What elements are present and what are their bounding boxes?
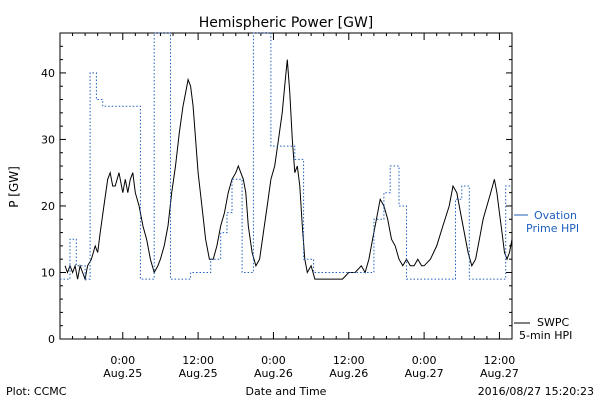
- chart-title: Hemispheric Power [GW]: [199, 15, 374, 31]
- ovation-prime-line: [60, 32, 512, 280]
- x-tick-label-time: 12:00: [182, 354, 214, 367]
- legend-ovation-line2: Prime HPI: [526, 222, 579, 235]
- x-axis: 0:00Aug.2512:00Aug.250:00Aug.2612:00Aug.…: [59, 33, 519, 380]
- plot-frame: [59, 32, 513, 340]
- legend: Ovation Prime HPI SWPC 5-min HPI: [514, 209, 579, 342]
- x-tick-label-date: Aug.25: [103, 367, 142, 380]
- legend-ovation-line1: Ovation: [534, 209, 577, 222]
- x-tick-label-time: 12:00: [333, 354, 365, 367]
- swpc-hpi-line: [64, 59, 513, 281]
- y-tick-label: 10: [41, 266, 55, 279]
- y-tick-label: 40: [41, 67, 55, 80]
- series-layer: [60, 32, 513, 281]
- x-tick-label-date: Aug.26: [254, 367, 293, 380]
- x-tick-label-time: 0:00: [110, 354, 135, 367]
- x-tick-label-date: Aug.27: [405, 367, 444, 380]
- x-tick-label-date: Aug.25: [179, 367, 218, 380]
- x-tick-label-time: 12:00: [484, 354, 516, 367]
- y-axis: 0 10 20 30 40: [41, 45, 512, 346]
- footer-right: 2016/08/27 15:20:23: [478, 385, 594, 398]
- x-tick-label-time: 0:00: [412, 354, 437, 367]
- y-tick-label: 0: [48, 333, 55, 346]
- footer-left: Plot: CCMC: [6, 385, 67, 398]
- x-tick-label-time: 0:00: [261, 354, 286, 367]
- legend-swpc-line2: 5-min HPI: [519, 329, 572, 342]
- x-tick-label-date: Aug.27: [480, 367, 519, 380]
- x-tick-label-date: Aug.26: [329, 367, 368, 380]
- x-axis-label: Date and Time: [246, 385, 327, 398]
- y-tick-label: 20: [41, 200, 55, 213]
- y-axis-label: P [GW]: [7, 166, 21, 208]
- legend-swpc-line1: SWPC: [537, 316, 569, 329]
- y-tick-label: 30: [41, 133, 55, 146]
